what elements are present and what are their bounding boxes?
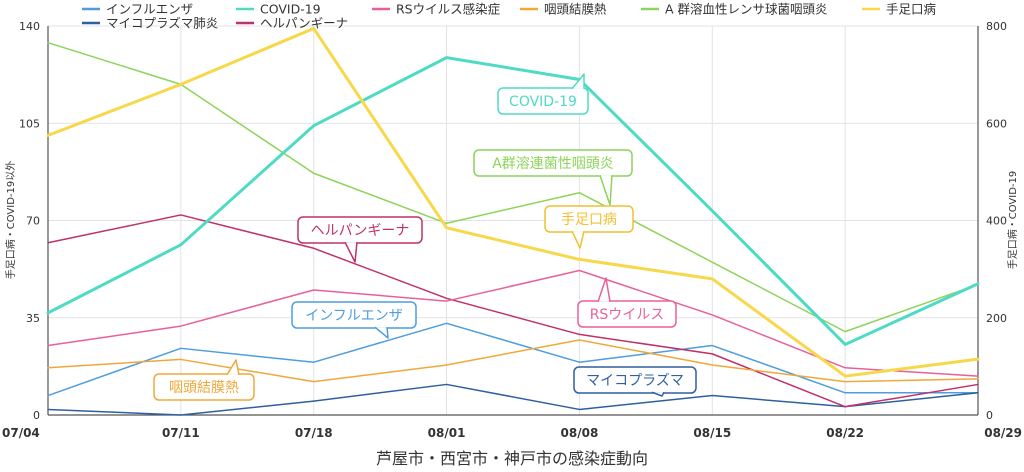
annotation-callout: COVID-19 (497, 73, 589, 115)
callout-label: 咽頭結膜熱 (169, 380, 239, 396)
series-line (47, 339, 979, 383)
callout-label: COVID-19 (509, 94, 577, 110)
y-axis-label-left: 手足口病・COVID-19以外 (4, 161, 17, 280)
callout-box (291, 301, 417, 329)
callout-tail (571, 230, 585, 249)
legend-entry: RSウイルス感染症 (396, 2, 500, 17)
y-tick-left: 105 (19, 117, 40, 130)
callout-label: RSウイルス (590, 307, 665, 323)
x-tick-label: 08/22 (826, 426, 864, 440)
callout-box (297, 216, 423, 244)
series-line (47, 214, 979, 408)
legend-entry: ヘルパンギーナ (260, 16, 348, 31)
y-tick-right: 200 (986, 312, 1007, 325)
callout-box (573, 366, 697, 394)
grid (47, 25, 979, 416)
legend-entry: A 群溶血性レンサ球菌咽頭炎 (665, 2, 828, 17)
x-tick-label: 07/18 (295, 426, 333, 440)
series-line (46, 26, 980, 378)
callout-tail (344, 241, 358, 263)
series-lines (46, 26, 980, 416)
legend-entry: COVID-19 (260, 2, 321, 17)
callout-box (473, 149, 633, 177)
series-line (47, 383, 979, 416)
legend-entry: マイコプラズマ肺炎 (106, 16, 218, 31)
series-line (46, 56, 980, 346)
x-axis-title: 芦屋市・西宮市・神戸市の感染症動向 (376, 449, 648, 468)
legend-entry: インフルエンザ (106, 2, 193, 17)
x-tick-label: 07/11 (162, 426, 200, 440)
y-tick-right: 0 (986, 409, 993, 422)
x-tick-label: 08/15 (693, 426, 731, 440)
y-axis-label-right: 手足口病・COVID-19 (1006, 171, 1019, 270)
callout-box (577, 300, 677, 328)
axes: 0 0 35 200 70 400 105 600 140 800 07/04 07/11 07/18 0… (2, 20, 1022, 440)
x-tick-label: 08/29 (984, 426, 1022, 440)
callout-tail (599, 174, 613, 206)
y-tick-left: 35 (26, 312, 40, 325)
callout-box (153, 373, 255, 401)
callout-label: ヘルパンギーナ (311, 223, 410, 239)
x-tick-label: 08/01 (428, 426, 466, 440)
callout-label: A群溶連菌性咽頭炎 (492, 156, 614, 172)
callout-tail (651, 391, 665, 397)
annotation-callout: ヘルパンギーナ (297, 216, 423, 263)
callout-tail (571, 73, 585, 90)
callout-box (497, 87, 589, 115)
series-line (47, 41, 979, 333)
series-line (47, 322, 979, 397)
y-tick-right: 800 (986, 20, 1007, 33)
callout-box (544, 205, 634, 233)
annotation-callout: A群溶連菌性咽頭炎 (473, 149, 633, 206)
y-tick-left: 70 (26, 215, 40, 228)
y-tick-right: 400 (986, 215, 1007, 228)
callout-tail (226, 359, 240, 376)
x-tick-label: 08/08 (561, 426, 599, 440)
annotation-callout: インフルエンザ (291, 301, 417, 339)
callout-tail (597, 277, 611, 303)
annotation-callout: 咽頭結膜熱 (153, 359, 255, 401)
legend-entry: 手足口病 (886, 2, 936, 17)
y-tick-left: 140 (19, 20, 40, 33)
annotation-callout: RSウイルス (577, 277, 677, 328)
callout-label: インフルエンザ (305, 308, 403, 324)
y-tick-left: 0 (33, 409, 40, 422)
y-tick-right: 600 (986, 117, 1007, 130)
callout-label: マイコプラズマ (586, 373, 684, 389)
annotation-callout: マイコプラズマ (573, 366, 697, 397)
callout-tail (374, 326, 389, 339)
legend-entry: 咽頭結膜熱 (544, 2, 607, 17)
x-tick-label: 07/04 (2, 426, 40, 440)
annotation-callout: 手足口病 (544, 205, 634, 249)
callout-label: 手足口病 (561, 212, 617, 228)
